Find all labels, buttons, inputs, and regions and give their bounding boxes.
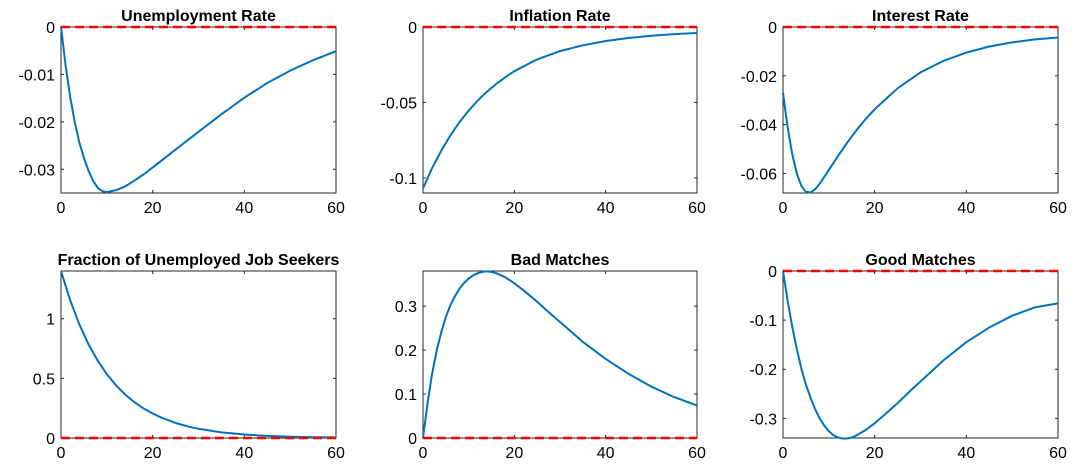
subplot-title: Good Matches [865,252,975,269]
x-tick-label: 20 [144,445,162,462]
x-tick-label: 60 [688,200,706,217]
y-tick-label: -0.06 [741,166,778,183]
y-tick-label: 0 [768,20,777,37]
y-tick-label: 0 [768,264,777,281]
subplot-title: Fraction of Unemployed Job Seekers [58,252,340,269]
series-line [422,270,698,439]
y-tick-label: -0.1 [389,171,417,188]
y-tick-label: 1 [46,312,55,329]
y-tick-label: -0.02 [19,115,56,132]
axes-box [782,270,1059,439]
y-tick-label: -0.05 [381,95,418,112]
subplot-1: 0 20 40 60 0 -0.01 -0.02 -0.03 Unemployment Rate [19,8,345,217]
x-tick-label: 60 [327,200,345,217]
subplot-4: 0 20 40 60 0 0.5 1 Fraction of Unemployed Job S… [33,252,345,462]
x-tick-label: 60 [1049,445,1067,462]
axes-box [60,270,337,439]
x-tick-label: 20 [505,200,523,217]
y-tick-label: -0.01 [19,67,56,84]
x-tick-label: 60 [688,445,706,462]
y-tick-label: 0 [46,20,55,37]
subplot-6: 0 20 40 60 0 -0.1 -0.2 -0.3 Good Matches [749,252,1067,462]
axes-box [60,26,337,194]
y-tick-label: 0.5 [33,371,55,388]
x-tick-label: 20 [866,200,884,217]
x-tick-label: 40 [597,200,615,217]
y-tick-label: -0.02 [741,69,778,86]
x-tick-label: 40 [235,200,253,217]
y-tick-label: 0 [408,431,417,448]
axes-box [782,26,1059,194]
x-tick-label: 60 [327,445,345,462]
y-tick-label: 0.3 [395,299,417,316]
subplot-2: 0 20 40 60 0 -0.05 -0.1 Inflation Rate [381,8,706,217]
axes-box [422,26,698,194]
x-tick-label: 0 [57,200,66,217]
x-tick-label: 0 [779,200,788,217]
x-tick-label: 20 [144,200,162,217]
x-tick-label: 0 [779,445,788,462]
subplot-title: Bad Matches [511,252,610,269]
y-tick-label: 0 [46,431,55,448]
x-tick-label: 0 [419,445,428,462]
subplot-title: Inflation Rate [509,8,610,25]
axes-box [422,270,698,439]
series-line [60,270,337,439]
x-tick-label: 40 [597,445,615,462]
x-tick-label: 40 [957,200,975,217]
y-tick-label: 0 [408,20,417,37]
series-line [782,270,1059,440]
series-line [422,32,698,189]
x-tick-label: 20 [505,445,523,462]
y-tick-label: 0.2 [395,343,417,360]
x-tick-label: 40 [957,445,975,462]
subplot-title: Unemployment Rate [121,8,276,25]
x-tick-label: 60 [1049,200,1067,217]
series-line [60,26,337,194]
y-tick-label: -0.1 [749,313,777,330]
y-tick-label: 0.1 [395,387,417,404]
subplot-title: Interest Rate [872,8,969,25]
x-tick-label: 0 [419,200,428,217]
series-line [782,36,1059,194]
y-tick-label: -0.3 [749,411,777,428]
x-tick-label: 0 [57,445,66,462]
x-tick-label: 40 [235,445,253,462]
subplot-5: 0 20 40 60 0 0.1 0.2 0.3 Bad Matches [395,252,706,462]
x-tick-label: 20 [866,445,884,462]
y-tick-label: -0.04 [741,118,778,135]
y-tick-label: -0.2 [749,362,777,379]
subplot-3: 0 20 40 60 0 -0.02 -0.04 -0.06 Interest Rate [741,8,1067,217]
y-tick-label: -0.03 [19,162,56,179]
